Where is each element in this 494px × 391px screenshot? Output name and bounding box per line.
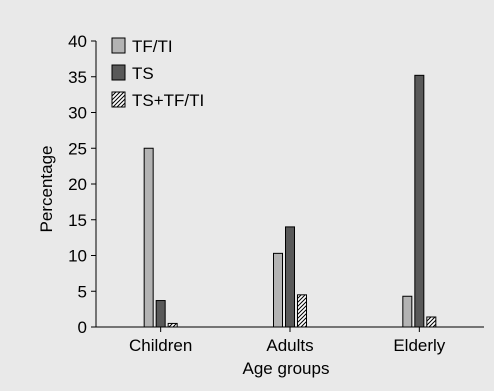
bar-ts-children [155, 300, 166, 328]
y-tick-label: 30 [68, 104, 87, 123]
y-axis-label: Percentage [37, 146, 56, 233]
legend-swatch [111, 37, 126, 54]
x-axis-label: Age groups [243, 359, 330, 378]
y-tick-label: 25 [68, 139, 87, 158]
y-tick-label: 20 [68, 175, 87, 194]
legend-label: TS [132, 64, 154, 83]
x-tick-label: Adults [266, 336, 313, 355]
y-tick-label: 35 [68, 68, 87, 87]
y-tick-label: 15 [68, 211, 87, 230]
y-tick-label: 40 [68, 32, 87, 51]
axes: 0 5 10 15 20 25 30 35 40 Children Adults Elderly [68, 32, 484, 355]
bar-ts-tf-ti-adults [297, 294, 307, 328]
legend-swatch [111, 64, 126, 81]
bar-tf-ti-elderly [402, 295, 413, 328]
bar-ts-tf-ti-children [167, 322, 178, 328]
legend-label: TF/TI [132, 37, 173, 56]
bar-ts-tf-ti-elderly [426, 316, 437, 328]
x-tick-label: Children [129, 336, 192, 355]
legend-swatch [111, 91, 126, 108]
y-tick-label: 0 [78, 318, 87, 337]
bar-tf-ti-children [143, 147, 154, 328]
bar-ts-adults [285, 226, 295, 328]
bar-ts-elderly [414, 74, 425, 328]
y-tick-label: 10 [68, 247, 87, 266]
y-tick-label: 5 [78, 282, 87, 301]
legend-label: TS+TF/TI [132, 91, 204, 110]
legend: TF/TI TS TS+TF/TI [111, 37, 204, 110]
bar-tf-ti-adults [273, 252, 283, 328]
bars [143, 74, 437, 328]
x-tick-label: Elderly [393, 336, 445, 355]
